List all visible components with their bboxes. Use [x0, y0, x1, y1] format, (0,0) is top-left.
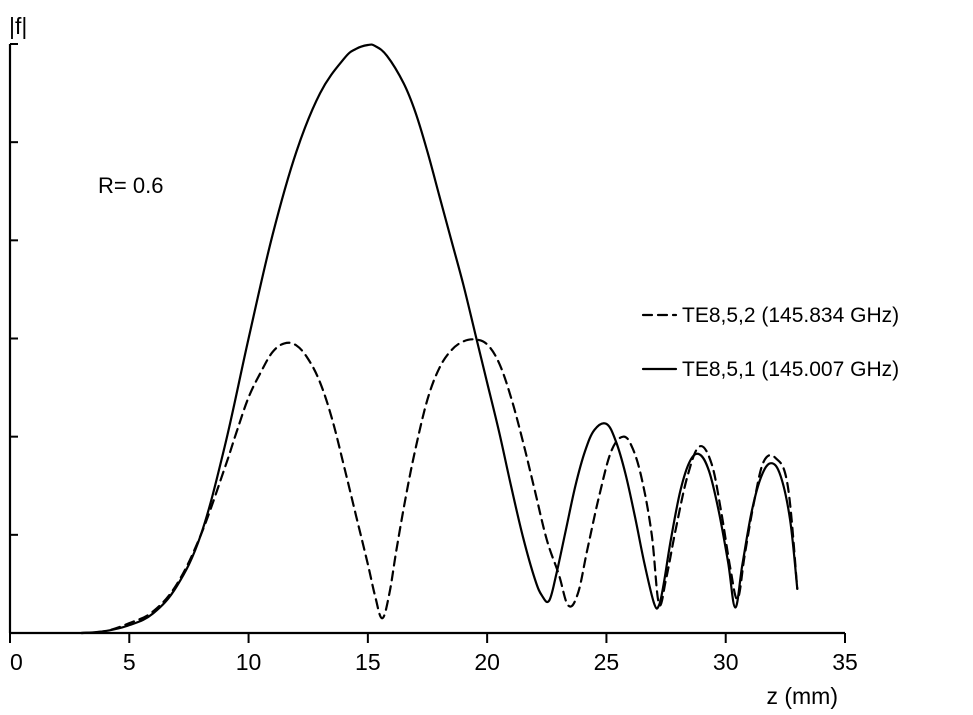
- y-ticks: [10, 43, 18, 536]
- x-tick-label: 0: [10, 649, 23, 675]
- x-tick-label: 10: [236, 649, 262, 675]
- legend-label-te852: TE8,5,2 (145.834 GHz): [682, 304, 899, 327]
- r-annotation: R= 0.6: [98, 173, 163, 198]
- legend: TE8,5,2 (145.834 GHz) TE8,5,1 (145.007 G…: [641, 304, 899, 381]
- x-tick-label: 25: [594, 649, 620, 675]
- y-axis-title: |f|: [9, 13, 27, 39]
- x-tick-label: 15: [355, 649, 381, 675]
- x-axis-title: z (mm): [766, 683, 838, 709]
- x-ticks: 0 5 10 15 20 25 30 35: [9, 633, 858, 675]
- legend-label-te851: TE8,5,1 (145.007 GHz): [682, 358, 899, 381]
- series-layer: [80, 43, 799, 635]
- axes: [8, 44, 845, 635]
- series-te851-solid-line: [80, 43, 799, 635]
- x-tick-label: 5: [123, 649, 136, 675]
- series-te852-dashed-line: [80, 338, 799, 635]
- x-tick-label: 30: [713, 649, 739, 675]
- x-tick-label: 20: [474, 649, 500, 675]
- x-tick-label: 35: [832, 649, 858, 675]
